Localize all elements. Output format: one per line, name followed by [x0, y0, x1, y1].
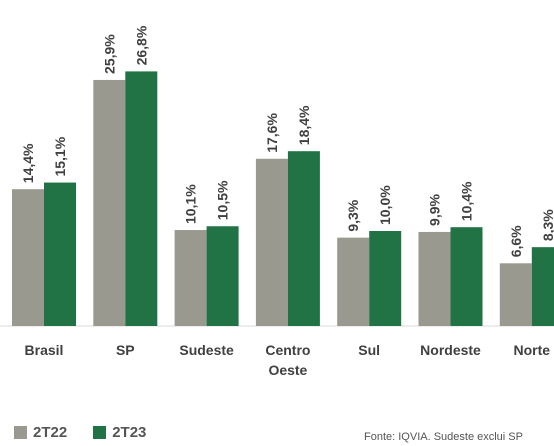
bar-2t22-0 [12, 189, 44, 326]
value-label-2t23-2: 10,5% [215, 180, 231, 220]
value-label-2t22-0: 14,4% [20, 143, 36, 183]
category-label-3-line1: Oeste [268, 362, 307, 378]
bar-2t23-0 [44, 182, 76, 326]
legend-label-2t22: 2T22 [33, 424, 68, 441]
category-label-1: SP [116, 342, 135, 358]
bar-2t22-2 [174, 230, 207, 326]
legend-label-2t23: 2T23 [112, 424, 147, 441]
value-label-2t22-4: 9,3% [345, 199, 361, 231]
category-label-6: Norte [514, 342, 551, 358]
value-label-2t22-3: 17,6% [264, 113, 280, 153]
legend-item-2t22: 2T22 [14, 424, 67, 441]
category-label-5: Nordeste [420, 342, 481, 358]
category-label-4: Sul [358, 342, 380, 358]
value-label-2t23-1: 26,8% [133, 25, 149, 65]
bar-2t22-6 [499, 263, 532, 326]
bar-2t23-1 [125, 71, 158, 327]
bar-2t22-4 [337, 237, 370, 326]
legend-item-2t23: 2T23 [93, 424, 146, 441]
category-label-3-line0: Centro [265, 342, 310, 358]
bar-2t23-6 [531, 247, 554, 326]
legend-swatch-2t23 [93, 426, 107, 439]
bar-2t23-5 [450, 227, 483, 326]
value-label-2t23-4: 10,0% [377, 185, 393, 225]
value-labels-group: 14,4% 15,1% 25,9% 26,8% 10,1% 10,5% 17,6% 18,4%… [20, 25, 554, 257]
bar-2t22-3 [255, 158, 288, 326]
value-label-2t23-3: 18,4% [296, 105, 312, 145]
legend: 2T22 2T23 [14, 424, 146, 441]
value-label-2t23-5: 10,4% [459, 181, 475, 221]
bar-2t23-3 [287, 151, 320, 326]
bar-2t22-5 [418, 231, 451, 326]
value-label-2t22-5: 9,9% [427, 193, 443, 225]
value-label-2t22-6: 6,6% [508, 225, 524, 257]
bars-group [12, 71, 554, 327]
value-label-2t22-2: 10,1% [183, 184, 199, 224]
value-label-2t23-6: 8,3% [540, 209, 554, 241]
source-footnote: Fonte: IQVIA. Sudeste exclui SP [364, 431, 523, 443]
category-label-2: Sudeste [179, 342, 234, 358]
bar-2t23-2 [206, 226, 239, 326]
value-label-2t23-0: 15,1% [52, 136, 68, 176]
legend-swatch-2t22 [14, 426, 27, 439]
bar-2t22-1 [93, 79, 126, 326]
category-label-0: Brasil [25, 342, 64, 358]
bar-2t23-4 [369, 231, 402, 326]
value-label-2t22-1: 25,9% [101, 34, 117, 74]
category-labels-group: Brasil SP Sudeste Centro Oeste Sul Nordeste Nor… [25, 342, 551, 378]
